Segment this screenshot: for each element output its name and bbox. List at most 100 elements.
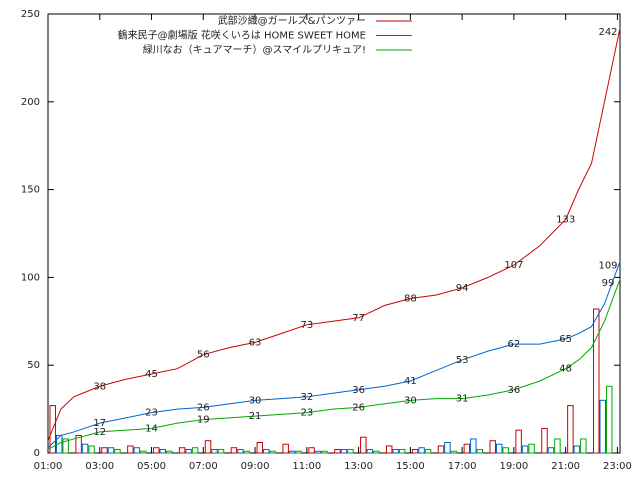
legend-label: 鶴来民子@劇場版 花咲くいろは HOME SWEET HOME [118,29,366,42]
count-bar [515,429,522,454]
count-bar [75,434,82,454]
count-bar [321,450,328,454]
x-tick-label: 11:00 [292,461,321,472]
point-label: 48 [559,364,572,375]
count-bar [580,438,587,454]
count-bar [185,448,192,454]
count-bar [495,443,503,454]
count-bar [528,443,535,454]
count-bar [314,450,322,454]
count-bar [398,448,406,454]
y-tick-label: 200 [21,97,40,108]
count-bar [567,405,574,454]
count-bar [334,448,341,454]
y-tick-label: 50 [27,360,40,371]
count-bar [282,443,289,454]
point-label: 77 [352,313,365,324]
count-bar [295,450,302,454]
x-tick-label: 07:00 [189,461,218,472]
count-bar [230,447,238,454]
point-label: 65 [559,334,572,345]
x-tick-label: 09:00 [241,461,270,472]
x-tick-label: 23:00 [603,461,632,472]
count-bar [392,448,399,454]
point-label: 26 [352,402,365,413]
point-label: 107 [504,260,523,271]
x-tick-label: 19:00 [499,461,528,472]
point-label: 41 [404,376,417,387]
point-label: 88 [404,293,417,304]
count-bar [263,448,270,454]
count-bar [153,447,160,454]
point-label: 53 [456,355,469,366]
point-label: 17 [93,418,106,429]
point-label: 23 [300,408,313,419]
count-bar [81,443,89,454]
series-line [47,261,621,449]
y-tick-label: 100 [21,272,40,283]
count-bar [62,438,69,454]
count-bar [178,447,186,454]
count-bar [88,445,95,454]
legend-label: 緑川なお（キュアマーチ）@スマイルプリキュア! [143,43,366,56]
count-bar [107,447,115,454]
count-bar [605,385,613,454]
count-bar [308,447,315,454]
plot-frame [47,13,621,454]
count-bar [418,447,425,454]
count-bar [204,440,212,454]
point-label: 242 [598,27,617,38]
count-bar [49,405,56,454]
point-label: 94 [456,283,469,294]
count-bar [541,427,548,454]
count-bar [502,447,509,454]
point-label: 99 [602,278,615,289]
point-label: 12 [93,427,106,438]
point-label: 133 [556,214,575,225]
point-label: 56 [197,350,210,361]
point-label: 38 [93,381,106,392]
x-tick-label: 03:00 [85,461,114,472]
y-tick-label: 150 [21,185,40,196]
y-tick-label: 250 [21,9,40,20]
point-label: 63 [249,337,262,348]
count-bar [55,434,63,454]
count-bar [593,308,600,454]
legend-label: 武部沙織@ガールズ&パンツァー [218,14,366,27]
count-bar [165,450,173,454]
point-label: 109 [598,261,617,272]
count-bar [217,448,225,454]
count-bar [256,441,264,454]
count-bar [424,448,432,454]
count-bar [366,448,374,454]
x-tick-label: 17:00 [448,461,477,472]
point-label: 45 [145,369,158,380]
count-bar [463,443,471,454]
count-bar [547,447,555,454]
point-label: 19 [197,415,210,426]
x-tick-label: 15:00 [396,461,425,472]
count-bar [437,445,445,454]
point-label: 36 [352,385,365,396]
count-bar [347,448,354,454]
count-bar [521,445,529,454]
count-bar [127,445,134,454]
count-bar [114,448,121,454]
point-label: 31 [456,394,469,405]
point-label: 26 [197,402,210,413]
count-bar [476,448,484,454]
count-bar [211,448,218,454]
point-label: 36 [508,385,521,396]
count-bar [101,447,108,454]
count-bar [269,450,276,454]
count-bar [340,448,348,454]
point-label: 21 [249,411,262,422]
count-bar [133,447,141,454]
count-bar [450,450,458,454]
x-tick-label: 13:00 [344,461,373,472]
count-bar [243,450,251,454]
point-label: 23 [145,408,158,419]
series-line [47,27,621,441]
point-label: 32 [300,392,313,403]
